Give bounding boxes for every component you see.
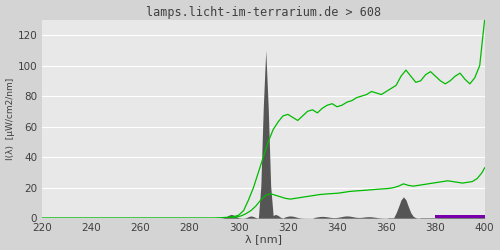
Title: lamps.licht-im-terrarium.de > 608: lamps.licht-im-terrarium.de > 608	[146, 6, 381, 18]
X-axis label: λ [nm]: λ [nm]	[245, 234, 282, 244]
Y-axis label: I(λ)  [μW/cm2/nm]: I(λ) [μW/cm2/nm]	[6, 78, 15, 160]
